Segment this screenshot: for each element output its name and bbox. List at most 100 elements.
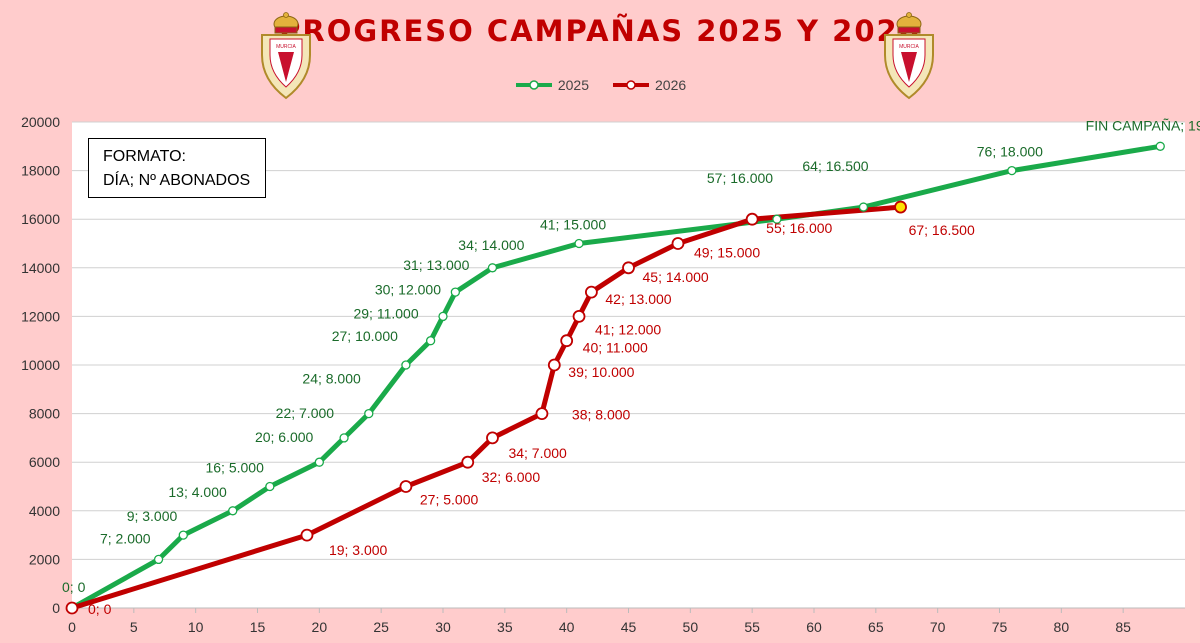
legend-item-2025[interactable]: 2025 xyxy=(514,77,589,93)
data-label-2025-1: 7; 2.000 xyxy=(100,530,151,546)
data-label-2025-5: 20; 6.000 xyxy=(255,429,314,445)
crest-text: MURCIA xyxy=(899,44,919,50)
data-point-2025-3[interactable] xyxy=(228,506,238,516)
x-tick-label-15: 15 xyxy=(250,619,266,635)
data-label-2025-15: 64; 16.500 xyxy=(802,158,868,174)
data-label-2025-0: 0; 0 xyxy=(62,579,86,595)
data-label-2025-3: 13; 4.000 xyxy=(168,484,227,500)
data-point-2026-12[interactable] xyxy=(745,212,759,226)
x-tick-label-40: 40 xyxy=(559,619,575,635)
data-point-2026-4[interactable] xyxy=(486,431,499,445)
y-tick-label-10000: 10000 xyxy=(21,357,60,373)
x-tick-label-10: 10 xyxy=(188,619,204,635)
data-point-2025-9[interactable] xyxy=(425,336,436,346)
data-label-2025-8: 27; 10.000 xyxy=(332,328,398,344)
crest-logo-right: MURCIA xyxy=(884,12,934,100)
x-tick-label-25: 25 xyxy=(373,619,389,635)
data-label-2026-4: 34; 7.000 xyxy=(508,445,567,461)
data-label-2025-10: 30; 12.000 xyxy=(375,281,441,297)
data-point-2025-8[interactable] xyxy=(401,360,411,370)
x-tick-label-85: 85 xyxy=(1115,619,1131,635)
data-point-2025-5[interactable] xyxy=(314,457,324,467)
data-point-2025-2[interactable] xyxy=(178,530,188,540)
y-tick-label-8000: 8000 xyxy=(29,406,60,422)
x-tick-label-45: 45 xyxy=(621,619,637,635)
x-tick-label-20: 20 xyxy=(312,619,328,635)
y-tick-label-18000: 18000 xyxy=(21,163,60,179)
data-point-2026-13[interactable] xyxy=(894,200,907,214)
y-tick-label-0: 0 xyxy=(52,600,60,616)
x-tick-label-55: 55 xyxy=(744,619,760,635)
data-point-2026-1[interactable] xyxy=(300,528,314,542)
data-label-2026-8: 41; 12.000 xyxy=(595,321,661,337)
x-tick-label-75: 75 xyxy=(992,619,1008,635)
y-tick-label-4000: 4000 xyxy=(29,503,60,519)
data-label-2025-11: 31; 13.000 xyxy=(403,257,469,273)
y-tick-label-6000: 6000 xyxy=(29,454,60,470)
y-tick-label-12000: 12000 xyxy=(21,308,60,324)
data-label-2026-5: 38; 8.000 xyxy=(572,407,631,423)
legend: 2025 2026 xyxy=(0,77,1200,93)
x-tick-label-65: 65 xyxy=(868,619,884,635)
data-point-2026-9[interactable] xyxy=(585,285,598,299)
data-label-2026-3: 32; 6.000 xyxy=(482,469,541,485)
data-label-2025-13: 41; 15.000 xyxy=(540,217,606,233)
data-label-2026-0: 0; 0 xyxy=(88,601,112,617)
y-tick-label-20000: 20000 xyxy=(21,114,60,130)
data-label-2026-13: 67; 16.500 xyxy=(909,222,975,238)
data-point-2025-15[interactable] xyxy=(858,202,869,212)
data-point-2025-14[interactable] xyxy=(772,214,782,224)
data-label-2025-2: 9; 3.000 xyxy=(127,508,178,524)
data-label-2026-9: 42; 13.000 xyxy=(605,291,671,307)
data-point-2025-1[interactable] xyxy=(153,554,164,565)
data-point-2026-11[interactable] xyxy=(671,237,685,250)
crest-text: MURCIA xyxy=(276,44,296,50)
data-point-2025-4[interactable] xyxy=(265,481,275,492)
data-point-2025-7[interactable] xyxy=(364,408,374,419)
data-label-2025-6: 22; 7.000 xyxy=(276,405,335,421)
data-point-2026-8[interactable] xyxy=(572,309,586,323)
series-layer xyxy=(65,141,1165,615)
x-tick-label-30: 30 xyxy=(435,619,451,635)
format-line-2: DÍA; Nº ABONADOS xyxy=(103,172,251,189)
data-point-2025-13[interactable] xyxy=(574,238,584,249)
chart-title: PROGRESO CAMPAÑAS 2025 Y 2026 xyxy=(279,14,921,48)
x-tick-label-60: 60 xyxy=(806,619,822,635)
legend-label-2025: 2025 xyxy=(557,77,589,93)
data-point-2025-12[interactable] xyxy=(487,263,498,273)
data-point-2026-0[interactable] xyxy=(65,601,79,615)
data-point-2026-7[interactable] xyxy=(560,334,574,348)
y-tick-label-14000: 14000 xyxy=(21,260,60,276)
x-tick-label-70: 70 xyxy=(930,619,946,635)
data-label-2025-4: 16; 5.000 xyxy=(205,460,264,476)
data-point-2026-10[interactable] xyxy=(622,261,635,275)
legend-label-2026: 2026 xyxy=(655,77,687,93)
crown-icon xyxy=(273,12,299,34)
data-label-2025-14: 57; 16.000 xyxy=(707,170,773,186)
x-tick-label-35: 35 xyxy=(497,619,513,635)
data-label-2026-2: 27; 5.000 xyxy=(420,492,479,508)
data-point-2025-16[interactable] xyxy=(1007,165,1017,176)
data-point-2026-5[interactable] xyxy=(535,407,549,421)
x-tick-label-0: 0 xyxy=(68,619,76,635)
x-axis-ticks: 0 5 10 15 20 25 30 35 40 45 50 55 60 65 70 75 80 85 xyxy=(68,608,1131,635)
data-point-2025-6[interactable] xyxy=(339,433,349,443)
x-tick-label-5: 5 xyxy=(130,619,138,635)
data-label-2026-12: 55; 16.000 xyxy=(766,220,832,236)
data-point-2025-11[interactable] xyxy=(450,287,461,297)
data-label-2025-12: 34; 14.000 xyxy=(458,237,524,253)
data-point-2026-3[interactable] xyxy=(461,455,475,469)
format-box: FORMATO: DÍA; Nº ABONADOS xyxy=(88,138,266,198)
data-point-2026-2[interactable] xyxy=(399,480,413,493)
data-label-2025-9: 29; 11.000 xyxy=(353,306,418,322)
data-label-2025-7: 24; 8.000 xyxy=(302,371,361,387)
data-point-2026-6[interactable] xyxy=(547,358,561,372)
crest-logo-left: MURCIA xyxy=(261,12,311,100)
data-label-2026-6: 39; 10.000 xyxy=(568,364,634,380)
legend-item-2026[interactable]: 2026 xyxy=(611,77,686,93)
data-point-2025-10[interactable] xyxy=(438,311,448,322)
data-label-2026-10: 45; 14.000 xyxy=(643,269,709,285)
data-point-2025-17[interactable] xyxy=(1155,141,1165,151)
x-tick-label-80: 80 xyxy=(1054,619,1070,635)
